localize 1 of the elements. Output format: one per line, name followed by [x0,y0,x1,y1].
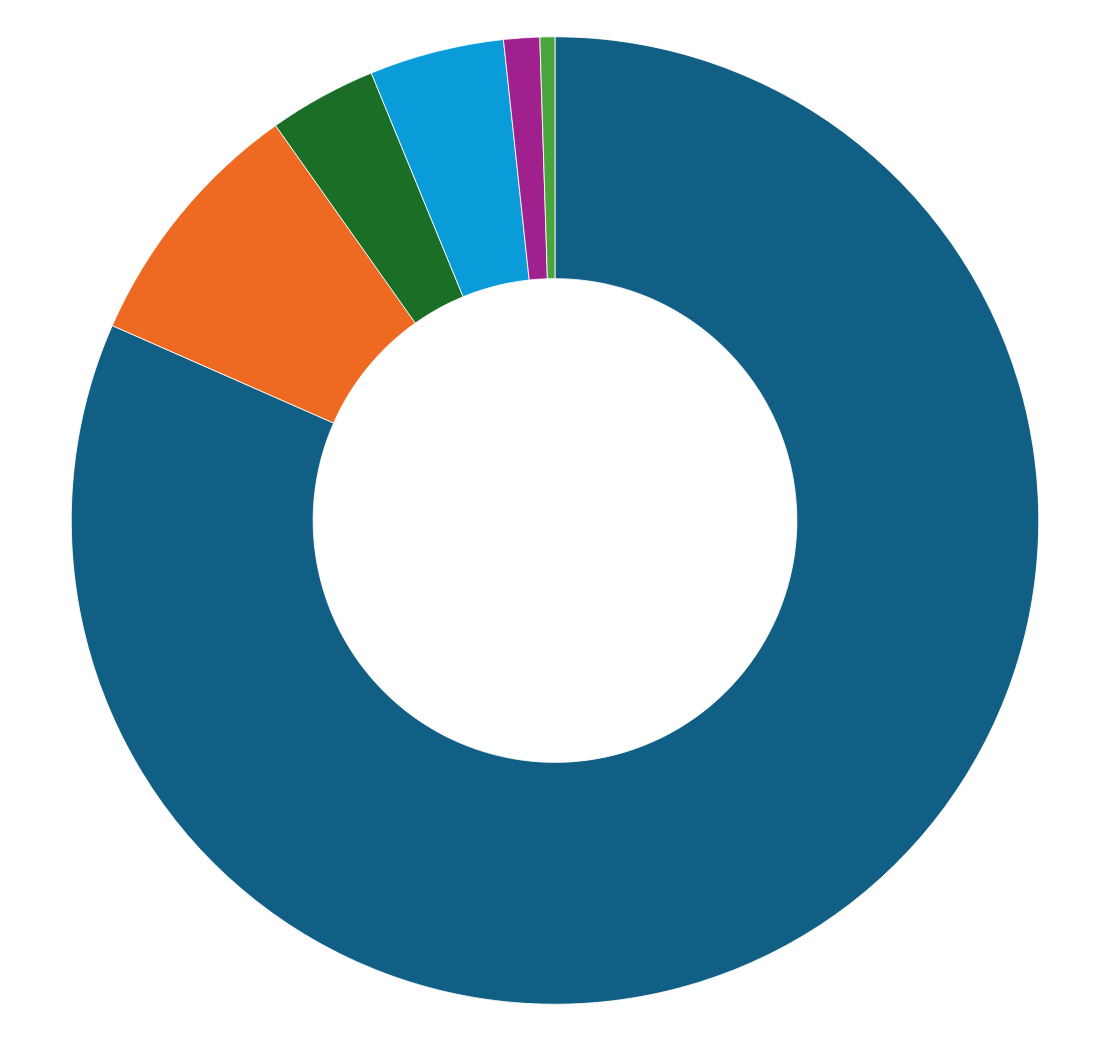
donut-slice [70,36,1040,1005]
